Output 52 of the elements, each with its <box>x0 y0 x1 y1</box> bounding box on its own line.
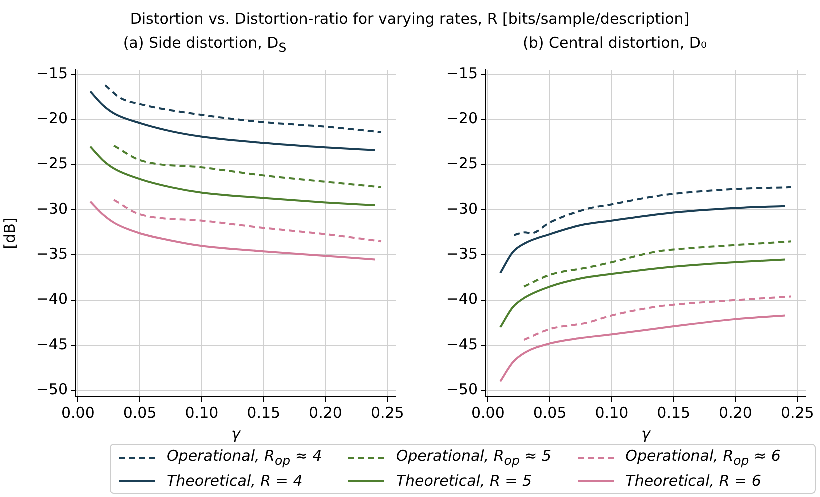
chart-subtitle: (a) Side distortion, D$_{S}$ <box>122 34 288 55</box>
line-series <box>500 314 786 383</box>
y-tick-label: −20 <box>36 110 68 128</box>
x-tick-label: 0.25 <box>780 404 814 422</box>
y-tick-label: −15 <box>446 64 478 82</box>
x-tick-label: 0.05 <box>533 404 567 422</box>
line-series <box>104 84 382 134</box>
legend-label: Operational, R$_{op}$ ≈ 5 <box>396 447 552 468</box>
y-tick-label: −45 <box>36 335 68 354</box>
x-tick-label: 0.00 <box>471 404 505 422</box>
line-series <box>513 186 792 236</box>
y-tick-label: −45 <box>446 335 478 354</box>
y-tick-label: −30 <box>446 200 478 218</box>
legend-label: Theoretical, R = 4 <box>167 472 303 490</box>
x-tick-label: 0.15 <box>657 404 691 422</box>
legend-label: Operational, R$_{op}$ ≈ 6 <box>626 447 781 468</box>
x-tick-label: 0.20 <box>309 404 342 422</box>
line-series <box>113 144 382 188</box>
x-tick-label: 0.15 <box>247 404 281 422</box>
chart-title: Distortion vs. Distortion-ratio for varying rates, R [bits/sample/description] <box>129 10 691 28</box>
x-tick-label: 0.20 <box>719 404 752 422</box>
x-tick-label: 0.25 <box>370 404 404 422</box>
y-tick-label: −50 <box>446 380 478 399</box>
line-series <box>90 146 376 206</box>
legend-label: Theoretical, R = 5 <box>396 472 532 490</box>
y-tick-label: −50 <box>36 380 68 399</box>
y-tick-label: −40 <box>36 290 68 308</box>
y-tick-label: −30 <box>36 200 68 218</box>
y-tick-label: −25 <box>36 154 68 173</box>
legend-label: Theoretical, R = 6 <box>626 472 762 490</box>
x-tick-label: 0.05 <box>123 404 157 422</box>
line-series <box>500 258 786 328</box>
x-tick-label: 0.10 <box>595 404 629 422</box>
x-tick-label: 0.00 <box>61 404 95 422</box>
line-series <box>90 90 376 152</box>
y-axis-title: [dB] <box>0 218 19 250</box>
y-tick-label: −35 <box>446 245 478 264</box>
y-tick-label: −40 <box>446 290 478 308</box>
y-tick-label: −35 <box>36 245 68 264</box>
x-tick-label: 0.10 <box>185 404 219 422</box>
line-series <box>500 205 786 274</box>
x-axis-title: γ <box>232 424 242 443</box>
y-tick-label: −20 <box>446 110 478 128</box>
legend-label: Operational, R$_{op}$ ≈ 4 <box>167 447 322 468</box>
y-tick-label: −15 <box>36 64 68 82</box>
chart-subtitle: (b) Central distortion, D₀ <box>522 34 708 52</box>
line-series <box>523 240 792 288</box>
line-series <box>113 199 382 243</box>
line-series <box>90 200 376 261</box>
x-axis-title: γ <box>642 424 652 443</box>
line-series <box>523 296 792 342</box>
y-tick-label: −25 <box>446 154 478 173</box>
